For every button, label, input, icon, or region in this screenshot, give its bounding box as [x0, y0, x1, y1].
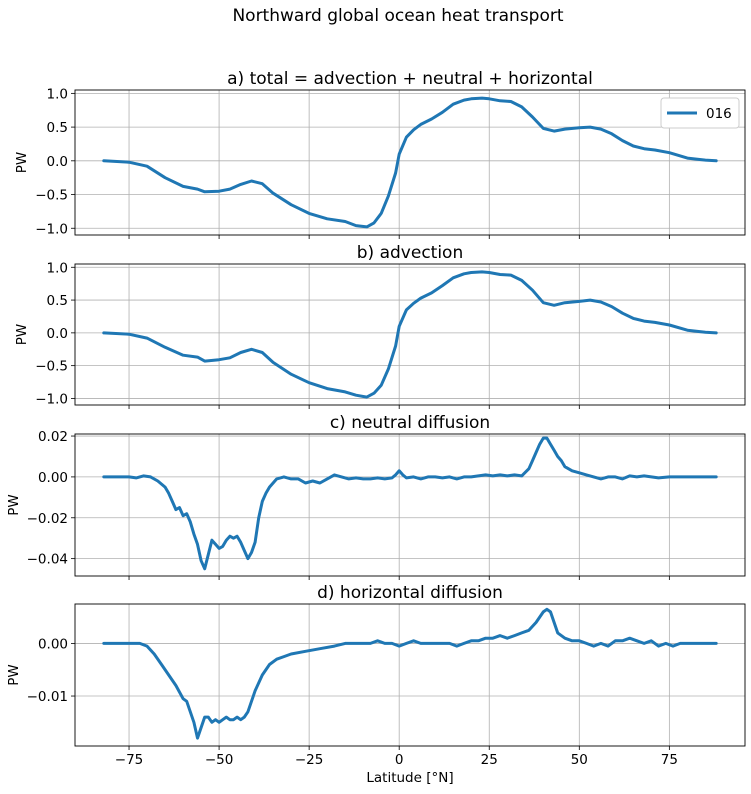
- y-tick-label: −1.0: [35, 391, 68, 407]
- x-tick-label: −75: [115, 752, 144, 768]
- panel-title: b) advection: [357, 243, 463, 263]
- panels: a) total = advection + neutral + horizon…: [6, 69, 746, 768]
- x-tick-label: 25: [481, 752, 498, 768]
- y-tick-label: −1.0: [35, 221, 68, 237]
- y-tick-label: 0.0: [47, 154, 68, 170]
- y-tick-label: −0.01: [27, 689, 68, 705]
- axes-frame: [74, 263, 746, 406]
- y-tick-label: 1.0: [47, 260, 68, 276]
- y-tick-label: 0.00: [38, 470, 68, 486]
- x-tick-label: −25: [295, 752, 324, 768]
- y-tick-label: −0.5: [35, 359, 68, 375]
- panel-title: c) neutral diffusion: [330, 413, 490, 433]
- series-line-panel-b: [102, 270, 718, 399]
- axes-frame: [74, 603, 746, 747]
- x-tick-label: −50: [205, 752, 234, 768]
- y-tick-label: 0.0: [47, 326, 68, 342]
- legend-box: [660, 97, 740, 129]
- x-tick-label: 75: [661, 752, 678, 768]
- y-axis-label: PW: [6, 664, 22, 686]
- series-line-panel-d: [102, 607, 718, 740]
- y-tick-label: 0.5: [47, 293, 68, 309]
- panel-title: d) horizontal diffusion: [317, 583, 503, 603]
- legend-label: 016: [706, 106, 732, 122]
- axes-frame: [74, 89, 746, 236]
- series-line-panel-c: [102, 436, 718, 571]
- y-tick-label: 0.02: [38, 429, 68, 445]
- y-axis-label: PW: [14, 324, 30, 346]
- panel-c: c) neutral diffusion 0.02 0.00 −0.02 −0.04 PW: [6, 413, 746, 580]
- y-tick-label: 1.0: [47, 86, 68, 102]
- x-tick-label: 50: [571, 752, 588, 768]
- panel-b: b) advection 1.0 0.5 0.0 −0.5 −1.0 PW: [14, 243, 746, 409]
- y-tick-label: −0.02: [27, 511, 68, 527]
- y-axis-label: PW: [14, 152, 30, 174]
- series-line-016: [102, 96, 718, 229]
- x-axis-label: Latitude [°N]: [366, 770, 453, 786]
- legend: 016: [660, 97, 740, 129]
- y-axis-label: PW: [6, 494, 22, 516]
- x-tick-label: 0: [395, 752, 404, 768]
- y-tick-label: 0.00: [38, 636, 68, 652]
- y-tick-label: −0.5: [35, 188, 68, 204]
- panel-title: a) total = advection + neutral + horizon…: [227, 69, 593, 89]
- y-tick-label: −0.04: [27, 552, 68, 568]
- y-tick-label: 0.5: [47, 120, 68, 136]
- panel-a: a) total = advection + neutral + horizon…: [14, 69, 746, 239]
- figure-suptitle: Northward global ocean heat transport: [232, 6, 563, 26]
- axes-frame: [74, 433, 746, 577]
- panel-d: d) horizontal diffusion −75 −50 −25 0 25 50 75 0…: [6, 583, 746, 768]
